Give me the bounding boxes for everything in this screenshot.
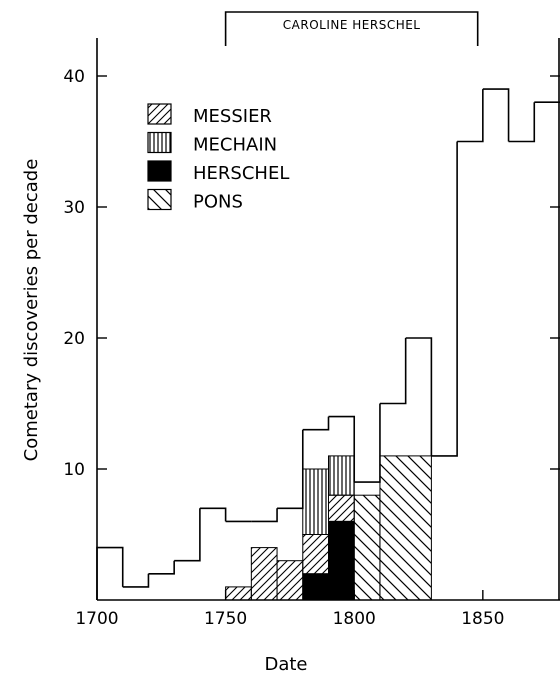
legend: MESSIER MECHAIN HERSCHEL PONS (147, 103, 289, 213)
histogram-outline (96, 88, 560, 600)
total-bar-1800 (354, 403, 381, 483)
total-bar-1790 (328, 415, 356, 483)
x-tick-label-1700: 1700 (75, 609, 118, 629)
axis-ticks: 10 20 30 40 1700 1750 1800 1850 (63, 67, 560, 629)
messier-segment-1 (225, 586, 252, 601)
legend-swatch-messier (147, 103, 172, 125)
total-bar-1820 (405, 337, 433, 456)
messier-segment-3 (276, 560, 304, 601)
mechain-segment-1 (302, 468, 329, 535)
y-tick-label-10: 10 (63, 460, 85, 480)
span-bracket (224, 11, 479, 46)
total-bar-1720 (148, 560, 175, 575)
total-bar-1710 (122, 573, 150, 588)
y-axis-label: Cometary discoveries per decade (21, 159, 42, 462)
legend-label-pons: PONS (193, 192, 243, 213)
span-label: CAROLINE HERSCHEL (283, 18, 421, 32)
legend-label-herschel: HERSCHEL (193, 163, 289, 184)
total-bar-1840 (457, 89, 484, 143)
total-bar-1830 (431, 141, 458, 457)
legend-label-messier: MESSIER (193, 106, 272, 127)
y-tick-label-40: 40 (63, 67, 85, 87)
total-bar-1760 (251, 508, 278, 523)
discoverer-fills (225, 455, 432, 601)
total-bar-1740 (199, 507, 227, 522)
legend-swatch-mechain (147, 131, 172, 154)
mechain-segment-2 (328, 455, 355, 496)
herschel-segment-1 (302, 573, 329, 601)
total-bar-1730 (174, 508, 201, 562)
x-tick-label-1850: 1850 (461, 609, 504, 629)
x-tick-label-1800: 1800 (333, 609, 376, 629)
messier-segment-2 (250, 547, 278, 601)
legend-label-mechain: MECHAIN (193, 135, 277, 156)
total-bar-1700 (96, 546, 124, 600)
x-axis-label: Date (264, 654, 307, 675)
total-bar-1770 (277, 429, 304, 510)
total-bar-1860 (508, 102, 536, 143)
messier-segment-4 (302, 534, 329, 575)
total-bar-1850 (482, 88, 510, 142)
caroline-herschel-span: CAROLINE HERSCHEL (224, 11, 479, 46)
total-bar-1810 (379, 338, 407, 405)
total-bar-1780 (302, 416, 330, 431)
y-tick-label-30: 30 (63, 198, 85, 218)
legend-swatch-pons (147, 188, 172, 211)
herschel-segment-2 (328, 520, 355, 601)
legend-swatch-herschel (147, 160, 172, 182)
pons-segment-1 (353, 494, 381, 601)
y-tick-label-20: 20 (63, 329, 85, 349)
pons-segment-2 (379, 455, 432, 601)
x-tick-label-1750: 1750 (204, 609, 247, 629)
messier-segment-5 (328, 494, 355, 522)
